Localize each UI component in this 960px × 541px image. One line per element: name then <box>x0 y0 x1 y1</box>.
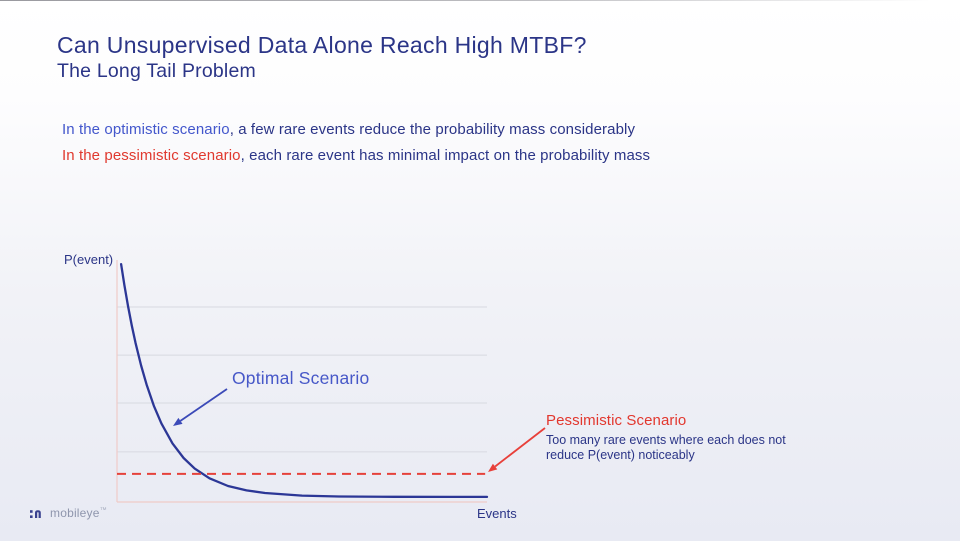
pessimistic-annotation-title: Pessimistic Scenario <box>546 412 687 429</box>
mobileye-brand-icon <box>30 509 41 518</box>
pessimistic-annotation-caption: Too many rare events where each does not… <box>546 433 826 463</box>
mobileye-wordmark: mobileye™ <box>50 506 107 520</box>
optimal-arrow-head <box>173 417 183 426</box>
pessimistic-statement: In the pessimistic scenario, each rare e… <box>62 147 650 164</box>
mobileye-logo: mobileye™ <box>30 506 107 520</box>
slide-title: Can Unsupervised Data Alone Reach High M… <box>57 32 587 58</box>
optimal-scenario-annotation: Optimal Scenario <box>232 368 370 388</box>
pessimistic-scenario-annotation: Pessimistic Scenario Too many rare event… <box>546 412 826 463</box>
optimistic-highlight: In the optimistic scenario <box>62 121 230 138</box>
pessimistic-rest: , each rare event has minimal impact on … <box>240 147 651 164</box>
x-axis-label: Events <box>477 506 517 521</box>
y-axis-label: P(event) <box>64 252 114 267</box>
optimal-scenario-curve <box>119 262 489 499</box>
caption-line-1: Too many rare events where each does not <box>546 433 786 447</box>
pessimistic-arrow-shaft <box>494 427 546 468</box>
slide-subtitle: The Long Tail Problem <box>57 60 256 82</box>
trademark-symbol: ™ <box>99 507 107 514</box>
optimal-arrow-shaft <box>179 388 228 422</box>
optimistic-rest: , a few rare events reduce the probabili… <box>229 121 636 138</box>
pessimistic-highlight: In the pessimistic scenario <box>62 147 241 164</box>
intro-text-block: In the optimistic scenario, a few rare e… <box>62 121 650 173</box>
caption-line-2: reduce P(event) noticeably <box>546 448 695 462</box>
top-edge-hairline <box>0 0 960 1</box>
pessimistic-arrow-head <box>488 463 498 472</box>
optimistic-statement: In the optimistic scenario, a few rare e… <box>62 121 650 138</box>
